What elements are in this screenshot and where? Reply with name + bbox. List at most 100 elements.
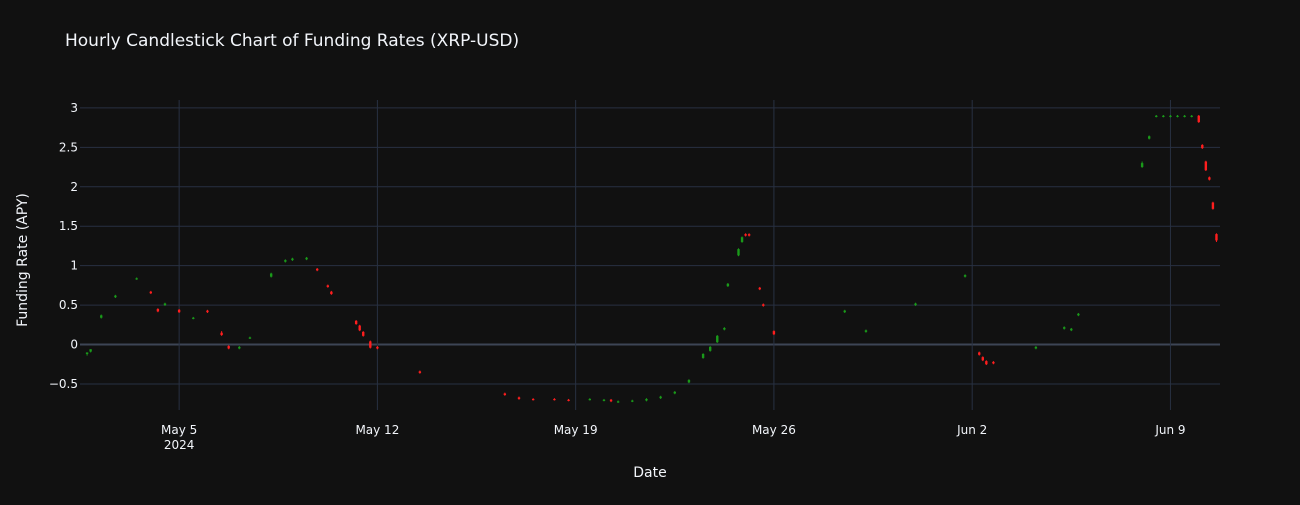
candles xyxy=(85,114,1218,403)
candle-decreasing xyxy=(992,361,995,365)
candle-increasing xyxy=(248,336,252,340)
candle-body xyxy=(1211,202,1215,209)
candle-increasing xyxy=(1155,114,1158,118)
x-tick-label: Jun 9 xyxy=(1154,423,1185,437)
candle-decreasing xyxy=(744,233,747,237)
candle-body xyxy=(284,260,287,262)
candle-decreasing xyxy=(985,360,988,366)
candle-body xyxy=(1063,327,1066,329)
candle-increasing xyxy=(914,302,917,306)
x-tick-label: May 12 xyxy=(355,423,399,437)
candle-increasing xyxy=(1169,114,1172,118)
candle-body xyxy=(673,391,676,394)
candle-body xyxy=(740,237,744,242)
candle-decreasing xyxy=(1201,144,1204,149)
candle-decreasing xyxy=(762,303,765,307)
candle-increasing xyxy=(659,395,662,399)
candle-increasing xyxy=(192,316,195,320)
x-tick-label: Jun 2 xyxy=(956,423,987,437)
candle-increasing xyxy=(238,346,241,350)
candle-body xyxy=(291,258,294,261)
candle-body xyxy=(1155,115,1158,117)
candle-body xyxy=(1215,234,1218,241)
candle-body xyxy=(631,400,634,402)
candle-decreasing xyxy=(503,392,507,396)
candle-increasing xyxy=(291,257,294,261)
candle-body xyxy=(659,396,662,399)
y-tick-label: −0.5 xyxy=(49,377,78,391)
candle-body xyxy=(156,309,160,312)
candle-body xyxy=(1208,177,1211,180)
candle-increasing xyxy=(864,329,868,333)
candle-body xyxy=(177,309,181,313)
x-tick-label: May 5 xyxy=(161,423,197,437)
candle-decreasing xyxy=(369,340,372,349)
candle-increasing xyxy=(89,349,92,353)
candle-decreasing xyxy=(772,330,776,336)
candle-increasing xyxy=(645,398,648,402)
candle-decreasing xyxy=(553,398,556,401)
candle-body xyxy=(645,398,648,401)
x-tick-label: May 26 xyxy=(752,423,796,437)
candle-increasing xyxy=(1034,346,1038,350)
candle-body xyxy=(602,399,606,401)
candle-increasing xyxy=(616,400,620,403)
candle-body xyxy=(708,346,712,351)
candle-increasing xyxy=(135,277,138,280)
y-tick-label: 2.5 xyxy=(59,140,78,154)
candle-decreasing xyxy=(330,290,333,295)
candle-increasing xyxy=(114,294,117,298)
candle-body xyxy=(1169,115,1172,117)
candle-body xyxy=(1197,115,1200,123)
candle-body xyxy=(326,285,330,287)
candle-decreasing xyxy=(362,331,365,337)
candle-body xyxy=(553,398,556,401)
candle-increasing xyxy=(1162,114,1165,118)
candle-body xyxy=(135,278,138,280)
candle-decreasing xyxy=(149,290,153,295)
candle-body xyxy=(192,317,195,319)
candle-decreasing xyxy=(981,356,984,362)
candle-body xyxy=(269,273,273,277)
candle-decreasing xyxy=(358,324,361,332)
candle-body xyxy=(762,304,765,306)
candle-body xyxy=(1176,115,1179,117)
candle-decreasing xyxy=(1197,114,1200,123)
y-tick-label: 1 xyxy=(70,259,78,273)
candle-body xyxy=(758,287,761,290)
candle-decreasing xyxy=(227,345,230,350)
candle-decreasing xyxy=(418,370,422,374)
candle-increasing xyxy=(708,346,712,352)
candle-increasing xyxy=(963,274,967,278)
candle-decreasing xyxy=(1208,176,1211,181)
candle-increasing xyxy=(1176,114,1179,118)
chart-title: Hourly Candlestick Chart of Funding Rate… xyxy=(65,31,520,51)
candle-body xyxy=(354,320,358,325)
candle-decreasing xyxy=(567,398,570,402)
candle-body xyxy=(1070,328,1073,331)
candle-body xyxy=(772,331,776,335)
candle-increasing xyxy=(588,398,592,401)
candle-increasing xyxy=(1183,114,1186,118)
candle-body xyxy=(248,337,252,339)
candle-body xyxy=(85,352,89,354)
candle-body xyxy=(747,234,751,236)
candle-increasing xyxy=(631,399,634,403)
candle-body xyxy=(843,310,846,313)
candle-increasing xyxy=(673,391,676,395)
candle-decreasing xyxy=(376,346,379,350)
candle-body xyxy=(963,275,967,277)
candle-body xyxy=(723,327,726,330)
candle-body xyxy=(567,399,570,401)
candle-increasing xyxy=(843,309,846,313)
candle-body xyxy=(1190,115,1193,117)
candle-decreasing xyxy=(1204,160,1208,171)
candle-body xyxy=(726,283,730,287)
candle-decreasing xyxy=(316,268,319,272)
candle-body xyxy=(616,401,620,403)
candle-body xyxy=(1147,136,1151,139)
candle-body xyxy=(362,331,365,336)
candle-increasing xyxy=(1190,114,1193,118)
candle-body xyxy=(220,332,223,336)
